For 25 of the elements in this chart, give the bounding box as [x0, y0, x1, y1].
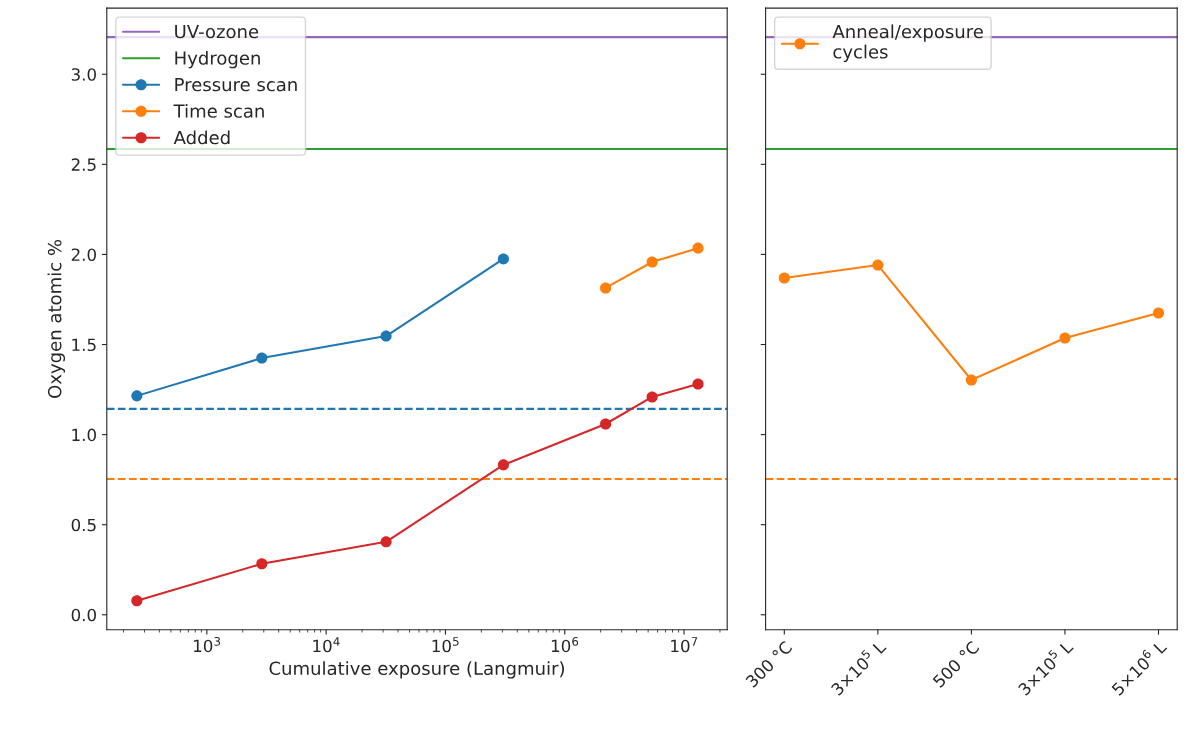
x-tick-label: 10$^{7}$ [671, 637, 698, 653]
x-tick-label: 300 °C [745, 640, 793, 689]
y-tick-label: 1.0 [72, 428, 96, 442]
y-axis-title: Oxygen atomic % [47, 239, 66, 398]
x-tick-label: 3×10$^{5}$ L [1015, 637, 1074, 697]
x-tick-label: 5×10$^{6}$ L [1109, 637, 1168, 697]
y-tick-label: 2.5 [71, 158, 96, 171]
legend-label: Time scan [173, 103, 264, 118]
y-tick-label: 2.0 [71, 248, 96, 262]
x-tick-label: 10$^{4}$ [313, 637, 340, 653]
x-tick-label: 500 °C [932, 640, 980, 689]
x-axis-title: Cumulative exposure (Langmuir) [269, 661, 564, 679]
ref-line-label: UV-ozone [175, 24, 259, 39]
x-tick-label: 10$^{3}$ [194, 636, 221, 653]
y-tick-label: 3.0 [71, 68, 96, 81]
y-tick-label: 1.5 [72, 338, 96, 352]
x-tick-label: 3×10$^{5}$ L [828, 637, 887, 697]
x-tick-label: 10$^{5}$ [432, 637, 459, 653]
legend-label: Hydrogen [175, 50, 260, 69]
x-tick-label: 10$^{6}$ [551, 636, 579, 653]
legend-label: Added [173, 130, 230, 145]
legend-label: Pressure scan [175, 77, 297, 92]
y-tick-label: 0.0 [71, 608, 96, 622]
y-tick-label: 0.5 [71, 518, 96, 532]
legend-label: Anneal/exposure cycles [832, 24, 983, 63]
